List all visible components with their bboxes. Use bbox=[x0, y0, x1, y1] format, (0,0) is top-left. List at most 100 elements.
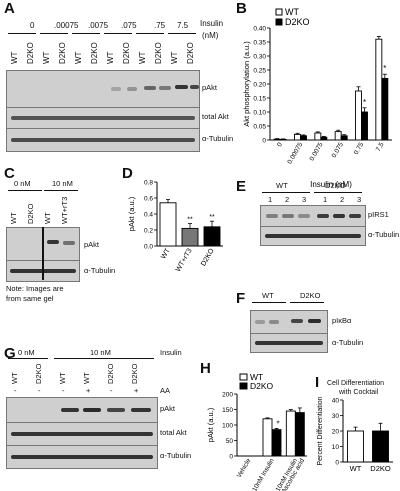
y-tick-label: 0.10 bbox=[253, 110, 266, 117]
blot-e-tubulin bbox=[260, 226, 366, 246]
aa-sign: + bbox=[86, 386, 91, 395]
blot-label-tubulin: α-Tubulin bbox=[202, 134, 234, 143]
panel-c-letter: C bbox=[4, 165, 15, 182]
y-tick-label: 0.25 bbox=[253, 68, 266, 75]
bar bbox=[372, 430, 389, 463]
x-tick-label: WT bbox=[350, 464, 362, 473]
blot-a-tubulin bbox=[6, 128, 200, 152]
legend-swatch-d2ko bbox=[239, 382, 248, 390]
conc-label: .0075 bbox=[88, 21, 109, 30]
blot-label-pakt: pAkt bbox=[202, 83, 218, 92]
y-tick-label: 0.6 bbox=[144, 196, 153, 203]
y-tick-label: 0.40 bbox=[253, 26, 266, 33]
x-axis-label: Insulin (nM) bbox=[310, 180, 352, 189]
panel-f-letter: F bbox=[236, 290, 246, 307]
lane-number: 2 bbox=[340, 195, 345, 204]
y-tick-label: 0.8 bbox=[144, 180, 153, 187]
lane-number: 1 bbox=[268, 195, 273, 204]
panel-g-letter: G bbox=[4, 345, 16, 362]
conc-label: .00075 bbox=[54, 21, 79, 30]
legend-label-d2ko: D2KO bbox=[250, 381, 274, 391]
y-tick-label: 50 bbox=[226, 438, 234, 445]
aa-sign: - bbox=[38, 386, 41, 395]
condition-10nm: 10 nM bbox=[90, 348, 111, 357]
gel-note-line2: from same gel bbox=[6, 294, 54, 303]
aa-label: AA bbox=[160, 386, 171, 395]
legend-swatch-d2ko bbox=[275, 18, 283, 26]
insulin-unit-label: (nM) bbox=[202, 31, 219, 40]
x-tick-label: WT bbox=[160, 247, 172, 261]
blot-label-f-tubulin: α-Tubulin bbox=[332, 338, 364, 347]
blot-f-tubulin bbox=[250, 333, 328, 353]
y-tick-label: 200 bbox=[222, 392, 233, 399]
y-axis-label: pAkt (a.u.) bbox=[127, 196, 136, 231]
legend-label-wt: WT bbox=[285, 7, 299, 17]
y-tick-label: 0.05 bbox=[253, 124, 266, 131]
blot-label-pikba: pIκBα bbox=[332, 316, 352, 325]
y-tick-label: 10 bbox=[332, 444, 340, 451]
bar bbox=[347, 430, 364, 463]
x-tick-label: D2KO bbox=[370, 464, 391, 473]
y-tick-label: 150 bbox=[222, 407, 233, 414]
significance-marker: * bbox=[383, 64, 386, 73]
y-tick-label: 0.2 bbox=[144, 228, 153, 235]
panel-i-letter: I bbox=[315, 374, 320, 391]
condition-10nm: 10 nM bbox=[52, 179, 73, 188]
conc-label: .075 bbox=[121, 21, 137, 30]
blot-label-g-tubulin: α-Tubulin bbox=[160, 451, 192, 460]
blot-a-pakt bbox=[6, 70, 200, 108]
panel-b-letter: B bbox=[236, 0, 247, 17]
group-label-d2ko: D2KO bbox=[325, 181, 346, 190]
group-label-wt: WT bbox=[276, 181, 288, 190]
condition-0nm: 0 nM bbox=[14, 179, 31, 188]
significance-marker: * bbox=[276, 419, 279, 428]
blot-g-tubulin bbox=[6, 445, 158, 469]
y-tick-label: 0.0 bbox=[144, 244, 153, 251]
lane-number: 3 bbox=[302, 195, 307, 204]
conc-label: 0 bbox=[30, 21, 35, 30]
gel-note-line1: Note: Images are bbox=[6, 284, 64, 293]
y-tick-label: 0.4 bbox=[144, 212, 153, 219]
blot-label-c-tubulin: α-Tubulin bbox=[84, 266, 116, 275]
blot-label-total-akt: total Akt bbox=[202, 112, 229, 121]
y-axis-label: Percent Differentiation bbox=[317, 396, 324, 465]
panel-h-letter: H bbox=[200, 360, 211, 377]
group-label-d2ko: D2KO bbox=[300, 291, 321, 300]
chart-i-title-line2: with Cocktail bbox=[339, 389, 379, 396]
panel-d-letter: D bbox=[122, 165, 133, 182]
conc-label: 7.5 bbox=[177, 21, 189, 30]
y-tick-label: 0.35 bbox=[253, 40, 266, 47]
significance-marker: ** bbox=[209, 214, 215, 221]
group-label-wt: WT bbox=[262, 291, 274, 300]
legend-swatch-wt bbox=[239, 373, 248, 381]
lane-number: 3 bbox=[357, 195, 362, 204]
panel-a-letter: A bbox=[4, 0, 15, 17]
lane-number: 1 bbox=[323, 195, 328, 204]
blot-g-pakt bbox=[6, 397, 158, 423]
aa-sign: + bbox=[134, 386, 139, 395]
lane-number: 2 bbox=[285, 195, 290, 204]
legend-label-wt: WT bbox=[250, 372, 263, 382]
significance-marker: ** bbox=[187, 217, 193, 224]
y-tick-label: 30 bbox=[332, 413, 340, 420]
y-tick-label: 40 bbox=[332, 398, 340, 405]
x-tick-label: 7.5 bbox=[375, 141, 386, 153]
aa-sign: - bbox=[14, 386, 17, 395]
splice-divider bbox=[42, 227, 44, 280]
y-tick-label: 0 bbox=[229, 454, 233, 461]
y-tick-label: 100 bbox=[222, 423, 233, 430]
blot-label-c-pakt: pAkt bbox=[84, 240, 100, 249]
y-axis-label: pAkt (a.u.) bbox=[206, 407, 215, 442]
y-tick-label: 20 bbox=[332, 429, 340, 436]
y-tick-label: 0.15 bbox=[253, 96, 266, 103]
insulin-label: Insulin bbox=[200, 19, 224, 28]
aa-sign: - bbox=[62, 386, 65, 395]
conc-label: .75 bbox=[154, 21, 166, 30]
insulin-label: Insulin bbox=[160, 348, 182, 357]
blot-label-e-tubulin: α-Tubulin bbox=[368, 230, 400, 239]
panel-e-letter: E bbox=[236, 178, 247, 195]
